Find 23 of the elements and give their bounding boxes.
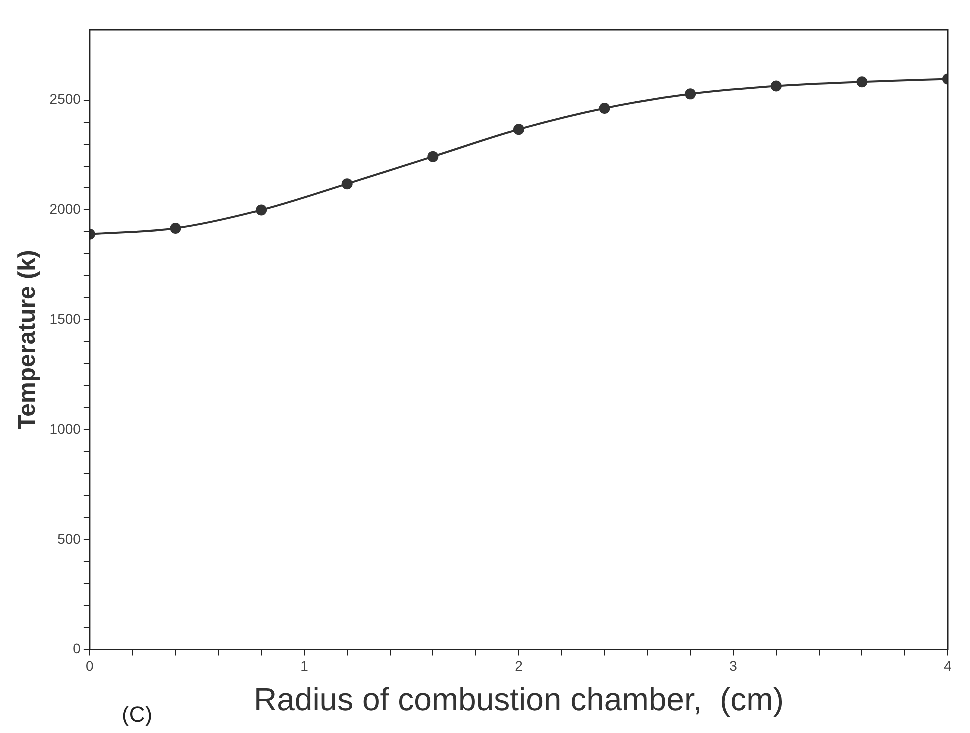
- point: [856, 76, 868, 88]
- y-tick-label: 2000: [50, 201, 82, 218]
- point: [256, 204, 268, 216]
- x-tick-label: 2: [515, 658, 524, 674]
- point: [685, 88, 696, 100]
- y-tick-label: 500: [58, 530, 82, 547]
- x-tick-label: 1: [300, 658, 309, 674]
- y-tick-label: 2500: [50, 91, 82, 108]
- x-tick-label: 0: [86, 658, 94, 674]
- x-tick-label: 4: [944, 658, 952, 674]
- text: (C): [122, 702, 153, 728]
- y-tick-label: 1000: [50, 420, 82, 437]
- point: [770, 80, 782, 92]
- point: [342, 178, 353, 190]
- point: [513, 124, 524, 136]
- point: [428, 151, 439, 162]
- x-axis-title: Radius of combustion chamber, (cm): [254, 682, 784, 718]
- point: [170, 222, 182, 234]
- y-tick-label: 1500: [50, 310, 82, 327]
- y-tick-label: 0: [73, 640, 82, 657]
- x-tick-label: 3: [730, 658, 738, 674]
- y-axis-title: Temperature (k): [14, 250, 42, 430]
- point: [599, 102, 610, 114]
